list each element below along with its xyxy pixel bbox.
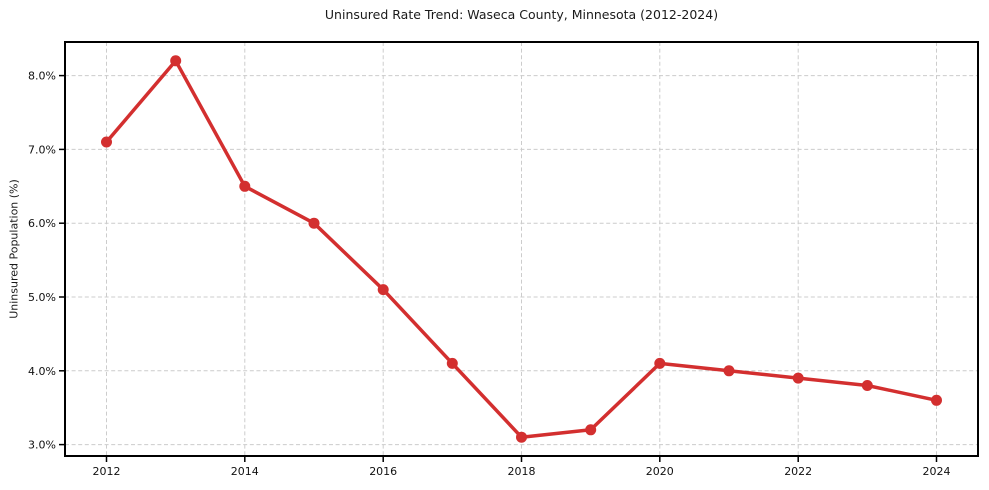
y-tick-label: 8.0% [28,70,56,83]
data-point [516,431,527,443]
chart-title: Uninsured Rate Trend: Waseca County, Min… [324,7,719,22]
x-tick-label: 2012 [93,465,121,478]
data-point [170,55,182,67]
data-point [308,217,320,229]
data-point [723,365,735,377]
x-tick-label: 2014 [231,465,259,478]
x-tick-label: 2016 [369,465,397,478]
data-point [239,180,251,192]
data-point [792,372,804,384]
y-tick-label: 3.0% [28,439,56,452]
data-point [585,424,597,436]
data-point [446,357,458,369]
data-point [861,380,873,391]
x-tick-label: 2018 [508,465,536,478]
y-tick-label: 7.0% [28,143,56,156]
x-tick-label: 2022 [784,465,812,478]
x-tick-label: 2020 [646,465,674,478]
data-point [101,136,112,148]
data-point [931,394,942,406]
x-tick-label: 2024 [923,465,951,478]
y-tick-label: 4.0% [28,365,56,378]
data-point [377,284,389,296]
y-tick-label: 5.0% [28,291,56,304]
y-tick-label: 6.0% [28,217,56,230]
data-point [654,357,666,369]
